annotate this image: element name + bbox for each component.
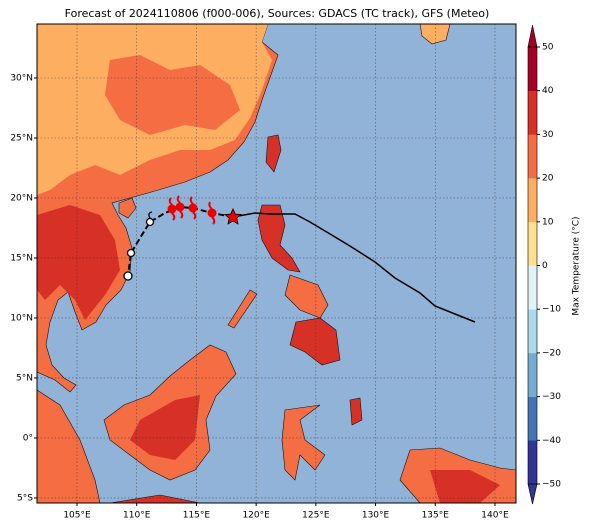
colorbar-bin: [528, 440, 537, 485]
x-tick-label: 140°E: [481, 511, 509, 521]
x-tick-label: 110°E: [123, 511, 151, 521]
colorbar-extend-top: [527, 24, 538, 48]
colorbar-bin: [528, 309, 537, 354]
china-patch: [105, 55, 240, 135]
colorbar-tick-label: −50: [542, 480, 561, 490]
colorbar-tick-label: −30: [542, 392, 561, 402]
past-track: [232, 212, 476, 323]
y-tick-label: 20°N: [10, 193, 33, 203]
colorbar-extend-bottom: [527, 483, 538, 505]
colorbar-bin: [528, 47, 537, 91]
colorbar-bin: [528, 221, 537, 266]
map-area: [37, 24, 516, 503]
x-tick-label: 130°E: [362, 511, 390, 521]
colorbar-bin: [528, 352, 537, 397]
new-guinea-hot: [430, 470, 500, 503]
forecast-points: [123, 211, 155, 281]
colorbar-bin: [528, 90, 537, 135]
y-tick-label: 0°: [23, 433, 33, 443]
colorbar-tick-label: 50: [542, 43, 554, 53]
colorbar-bin: [528, 134, 537, 179]
x-tick-label: 135°E: [422, 511, 450, 521]
sulawesi: [281, 404, 326, 481]
indochina-hot: [37, 205, 120, 320]
sumatra: [37, 389, 101, 503]
y-tick-label: 15°N: [10, 253, 33, 263]
x-tick-label: 115°E: [183, 511, 211, 521]
y-tick-label: 30°N: [10, 73, 33, 83]
y-tick-label: 5°S: [17, 493, 33, 503]
borneo-hot: [130, 395, 200, 460]
map-frame: [36, 23, 517, 504]
mindanao: [289, 317, 341, 366]
y-tick-label: 10°N: [10, 313, 33, 323]
colorbar-tick-label: −40: [542, 436, 561, 446]
luzon: [257, 204, 301, 273]
hainan: [118, 197, 137, 219]
halmahera: [349, 397, 363, 426]
colorbar-tick-label: 10: [542, 217, 554, 227]
colorbar-bin: [528, 178, 537, 223]
x-tick-label: 120°E: [242, 511, 270, 521]
taiwan: [265, 134, 282, 173]
x-tick-label: 105°E: [63, 511, 91, 521]
colorbar-label: Max Temperature (°C): [572, 216, 582, 315]
colorbar-tick-label: 30: [542, 130, 554, 140]
colorbar-tick-label: 20: [542, 174, 554, 184]
typhoon-symbols: [167, 195, 217, 225]
colorbar-bin: [528, 265, 537, 310]
current-position: [224, 208, 242, 225]
grid: [37, 24, 516, 503]
x-tick-label: 125°E: [302, 511, 330, 521]
colorbar-tick-label: 40: [542, 86, 554, 96]
colorbar-bin: [528, 396, 537, 441]
forecast-track: [127, 205, 234, 277]
japan: [419, 24, 451, 45]
palawan: [227, 289, 258, 329]
colorbar-tick-label: −20: [542, 348, 561, 358]
chart-title: Forecast of 2024110806 (f000-006), Sourc…: [65, 7, 490, 20]
java: [109, 494, 201, 503]
y-tick-label: 5°N: [16, 373, 33, 383]
colorbar-tick-label: −10: [542, 305, 561, 315]
y-tick-label: 25°N: [10, 133, 33, 143]
colorbar-tick-label: 0: [542, 261, 548, 271]
colorbar: −50 −40 −30 −20 −10 0 10 20 30 40 50: [527, 24, 561, 505]
